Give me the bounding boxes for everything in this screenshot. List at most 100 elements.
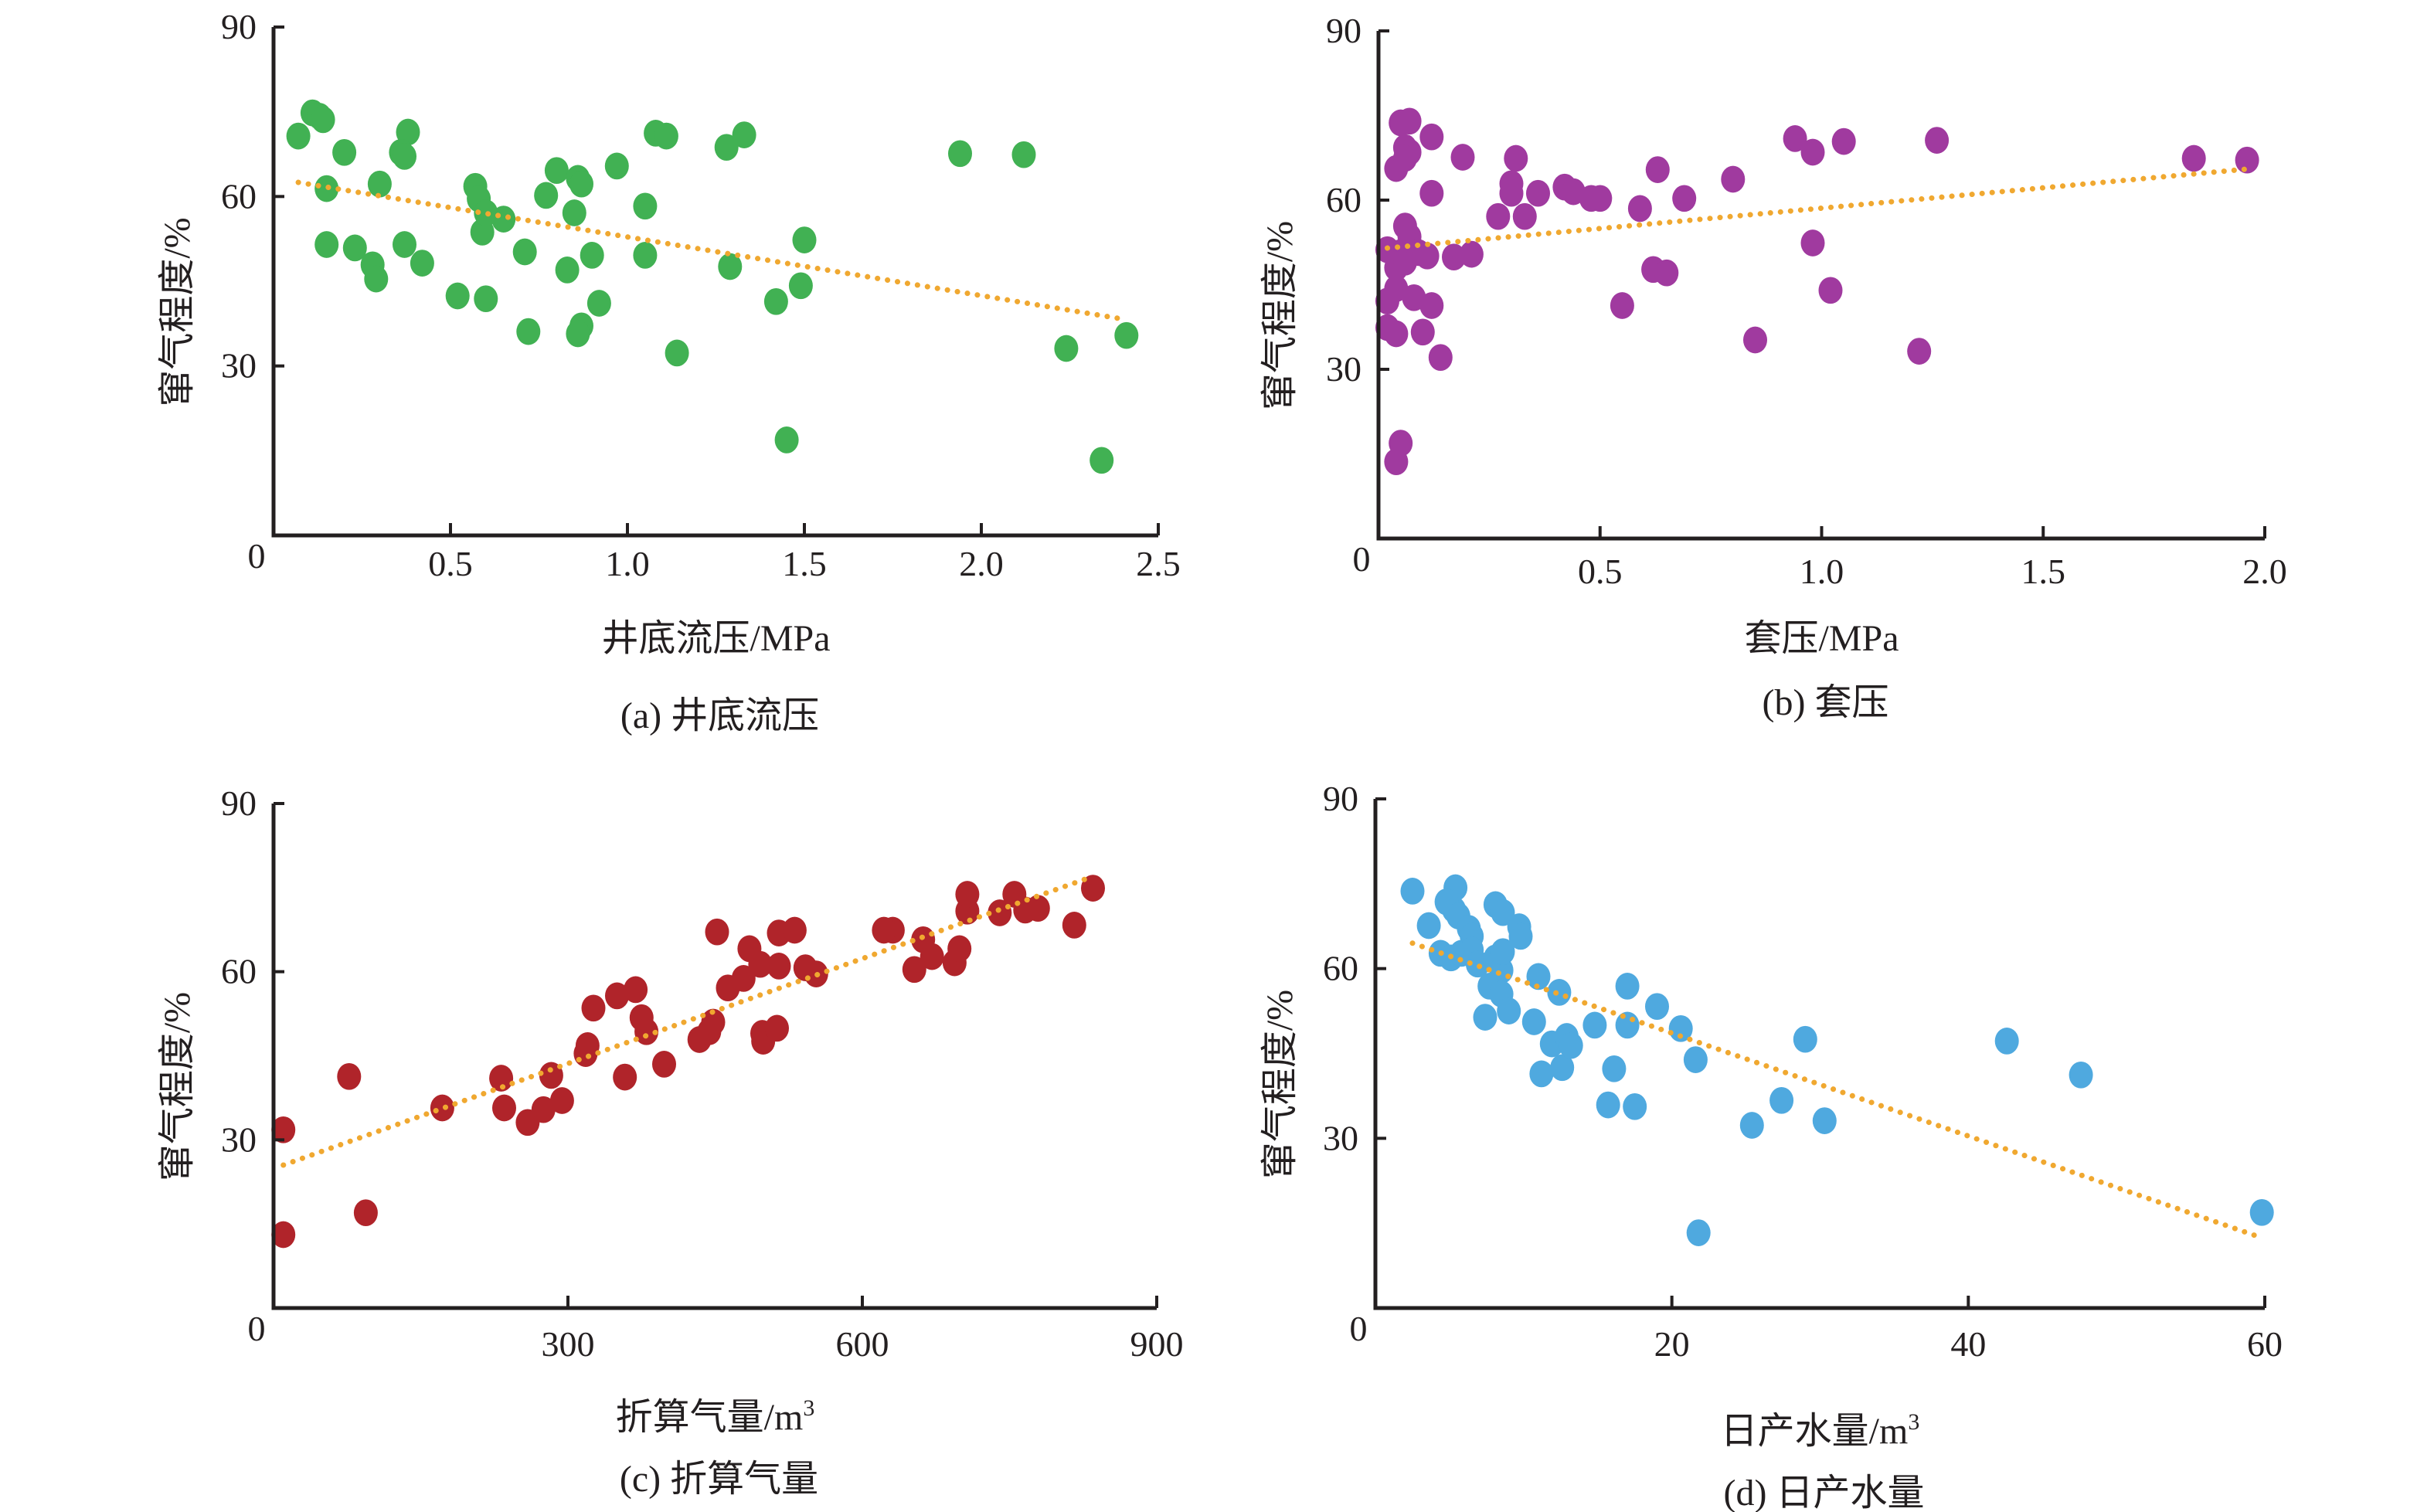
trendline-group	[295, 179, 1126, 322]
data-point	[1654, 259, 1679, 287]
data-point	[654, 122, 678, 150]
data-point	[1793, 1025, 1817, 1053]
y-tick-label: 60	[1323, 949, 1358, 988]
data-point	[920, 943, 944, 970]
data-point	[634, 1018, 659, 1045]
data-point	[1508, 922, 1533, 950]
data-point	[1054, 335, 1079, 362]
scatter-points	[1400, 874, 2274, 1246]
x-tick-label: 2.0	[959, 544, 1004, 583]
data-point	[311, 106, 335, 134]
data-point	[544, 157, 569, 185]
data-point	[1615, 1011, 1640, 1039]
data-point	[445, 282, 470, 310]
data-point	[555, 257, 580, 284]
data-point	[763, 287, 788, 315]
data-point	[947, 935, 972, 963]
data-point	[1596, 1091, 1620, 1119]
x-axis-title: 井底流压/MPa	[601, 618, 830, 659]
data-point	[342, 234, 367, 262]
data-point	[948, 140, 972, 168]
scatter-points	[286, 99, 1139, 474]
data-point	[286, 122, 311, 150]
data-point	[1602, 1055, 1627, 1082]
data-point	[1397, 107, 1422, 135]
data-point	[1615, 973, 1640, 1000]
data-point	[1627, 195, 1652, 223]
data-point	[1743, 326, 1767, 354]
x-axis-title-text: 日产水量/m	[1721, 1411, 1909, 1452]
data-point	[586, 290, 611, 317]
x-tick-label: 40	[1950, 1324, 1986, 1364]
data-point	[1419, 123, 1444, 151]
data-point	[1547, 979, 1572, 1006]
scatter-points	[1375, 107, 2259, 476]
y-tick-label: 90	[1326, 11, 1361, 50]
data-point	[1812, 1107, 1837, 1134]
data-point	[1419, 179, 1444, 207]
axes: 30 60 90 300 600 900	[221, 783, 1184, 1364]
data-point	[2069, 1061, 2093, 1089]
trendline-group	[1409, 940, 2263, 1240]
data-point	[1486, 202, 1511, 230]
x-tick-label: 20	[1654, 1324, 1690, 1364]
data-point	[534, 182, 559, 209]
data-point	[396, 118, 420, 146]
data-point	[604, 152, 629, 180]
data-point	[1512, 202, 1537, 230]
y-tick-label: 30	[1326, 349, 1361, 389]
data-point	[1769, 1086, 1794, 1114]
data-point	[1384, 320, 1409, 348]
data-point	[1739, 1112, 1764, 1139]
data-point	[1442, 243, 1466, 271]
data-point	[732, 121, 756, 148]
data-point	[665, 339, 689, 367]
x-tick-label: 1.5	[2021, 552, 2066, 591]
axes: 30 60 90 0.5 1.0 1.5 2.0	[1326, 11, 2287, 591]
y-tick-label: 90	[1323, 779, 1358, 818]
data-point	[1011, 141, 1036, 168]
panel-c: 30 60 90 300 600 900 0 折算气量/m3 窜气程度/% (c) 折算气…	[157, 783, 1184, 1500]
x-tick-label: 1.0	[605, 544, 650, 583]
panel-caption: (b) 套压	[1763, 682, 1889, 723]
data-point	[767, 953, 791, 980]
data-point	[792, 226, 817, 253]
panel-caption: (a) 井底流压	[620, 695, 819, 736]
data-point	[1559, 1031, 1583, 1059]
data-point	[701, 1008, 726, 1036]
data-point	[1686, 1219, 1711, 1246]
data-point	[1416, 912, 1441, 939]
data-point	[714, 134, 739, 161]
data-point	[633, 192, 658, 220]
x-tick-label: 600	[836, 1324, 889, 1364]
data-point	[748, 950, 773, 978]
data-point	[474, 285, 498, 313]
y-axis-title: 窜气程度/%	[1259, 221, 1300, 410]
y-axis-title: 窜气程度/%	[157, 992, 198, 1181]
data-point	[1683, 1046, 1708, 1073]
data-point	[566, 320, 590, 348]
data-point	[393, 143, 416, 170]
origin-label: 0	[248, 536, 266, 576]
data-point	[2181, 144, 2206, 172]
data-point	[1526, 963, 1551, 990]
x-tick-label: 0.5	[428, 544, 473, 583]
data-point	[1907, 338, 1932, 365]
y-tick-label: 60	[1326, 180, 1361, 219]
data-point	[1668, 1014, 1693, 1042]
trendline	[295, 179, 1126, 322]
data-point	[624, 976, 648, 1004]
data-point	[1645, 156, 1670, 183]
x-tick-label: 2.5	[1136, 544, 1181, 583]
data-point	[1994, 1028, 2019, 1055]
data-point	[332, 138, 357, 166]
x-tick-label: 1.5	[782, 544, 827, 583]
x-tick-label: 0.5	[1578, 552, 1623, 591]
y-tick-label: 30	[1323, 1118, 1358, 1157]
data-point	[491, 206, 516, 233]
x-tick-label: 900	[1130, 1324, 1184, 1364]
data-point	[633, 242, 658, 269]
data-point	[1491, 938, 1515, 966]
